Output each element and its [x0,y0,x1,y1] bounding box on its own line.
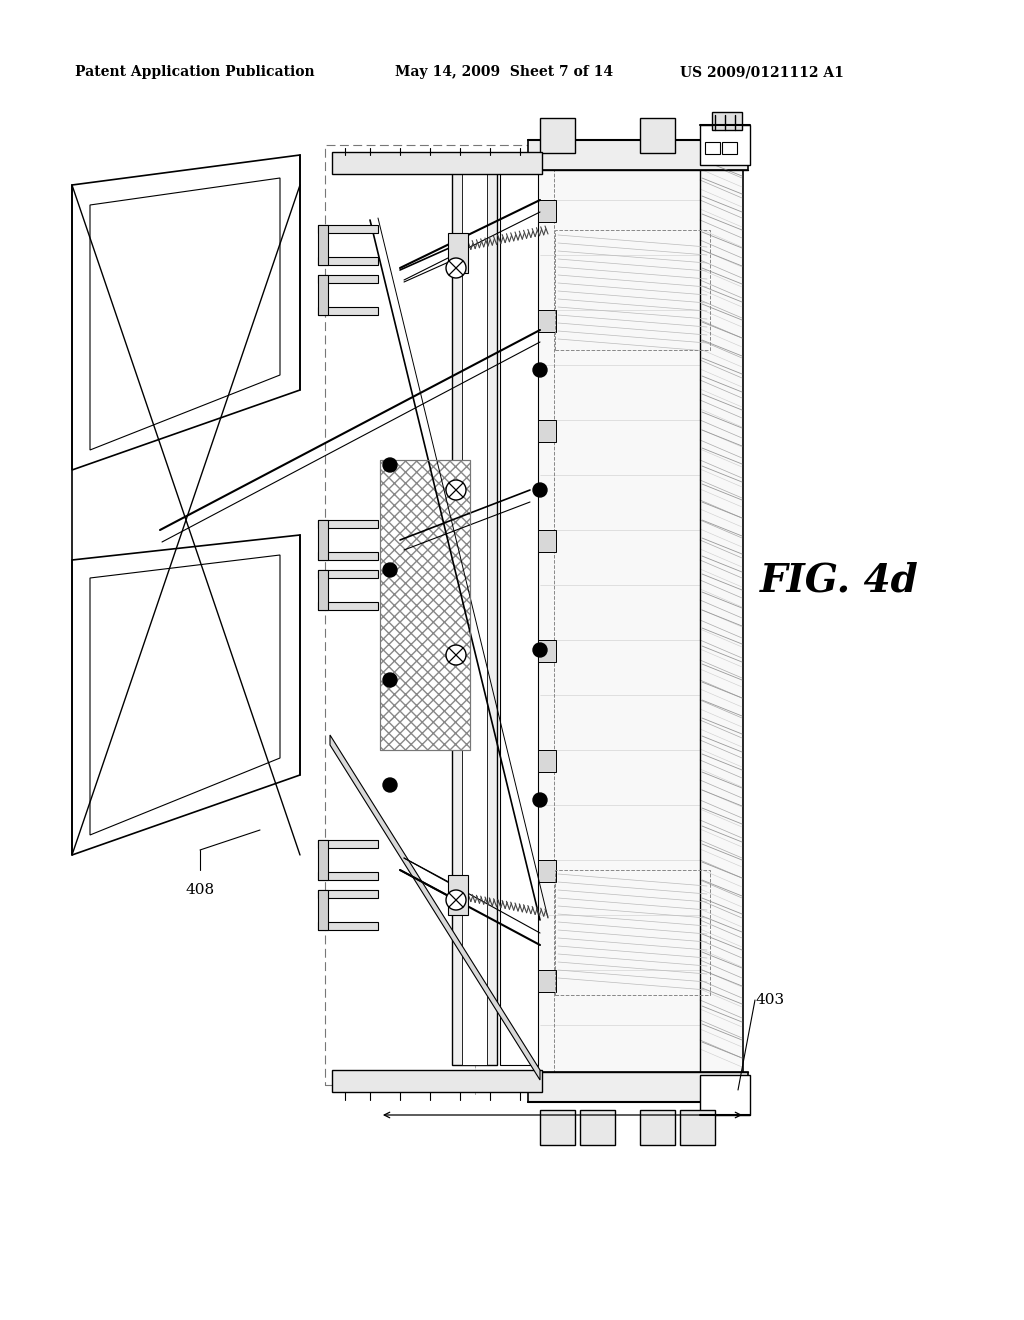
Bar [318,308,378,315]
Bar [380,459,470,750]
Polygon shape [90,178,280,450]
Bar [538,420,556,442]
Text: May 14, 2009  Sheet 7 of 14: May 14, 2009 Sheet 7 of 14 [395,65,613,79]
Text: 408: 408 [185,883,214,898]
Text: Patent Application Publication: Patent Application Publication [75,65,314,79]
Polygon shape [72,535,300,855]
Bar [555,230,710,350]
Circle shape [446,257,466,279]
Bar [318,570,378,578]
Bar [318,275,328,315]
Polygon shape [330,735,540,1080]
Circle shape [446,480,466,500]
Bar [555,870,710,995]
Circle shape [534,483,547,498]
Circle shape [383,458,397,473]
Bar [538,310,556,333]
Text: 403: 403 [755,993,784,1007]
Bar [318,520,378,528]
Bar [318,257,378,265]
Circle shape [534,363,547,378]
Bar [318,520,328,560]
Bar [332,1071,542,1092]
Bar [538,201,556,222]
Bar [318,840,378,847]
Bar [325,145,740,1085]
Bar [318,873,378,880]
Bar [538,531,556,552]
Bar [528,1072,748,1102]
Bar [318,570,328,610]
Circle shape [446,645,466,665]
Bar [318,224,378,234]
Bar [540,1110,575,1144]
Circle shape [383,564,397,577]
Bar [722,143,737,154]
Bar [318,840,328,880]
Circle shape [534,793,547,807]
Polygon shape [90,554,280,836]
Bar [318,224,328,265]
Bar [538,154,743,1074]
Bar [318,890,378,898]
Bar [449,234,468,273]
Bar [318,602,378,610]
Bar [318,275,378,282]
Text: FIG. 4d: FIG. 4d [760,561,919,599]
Bar [462,165,487,1065]
Bar [700,125,750,165]
Polygon shape [72,154,300,470]
Circle shape [446,890,466,909]
Bar [538,750,556,772]
Bar [318,890,328,931]
Bar [712,112,742,129]
Circle shape [534,643,547,657]
Bar [705,143,720,154]
Circle shape [383,673,397,686]
Circle shape [383,777,397,792]
Bar [580,1110,615,1144]
Bar [538,640,556,663]
Bar [449,875,468,915]
Bar [538,970,556,993]
Bar [640,117,675,153]
Bar [538,861,556,882]
Bar [700,1074,750,1115]
Text: US 2009/0121112 A1: US 2009/0121112 A1 [680,65,844,79]
Bar [528,140,748,170]
Bar [452,165,497,1065]
Bar [380,459,470,750]
Bar [332,152,542,174]
Bar [500,165,538,1065]
Bar [540,117,575,153]
Bar [318,552,378,560]
Bar [640,1110,675,1144]
Bar [680,1110,715,1144]
Bar [318,921,378,931]
